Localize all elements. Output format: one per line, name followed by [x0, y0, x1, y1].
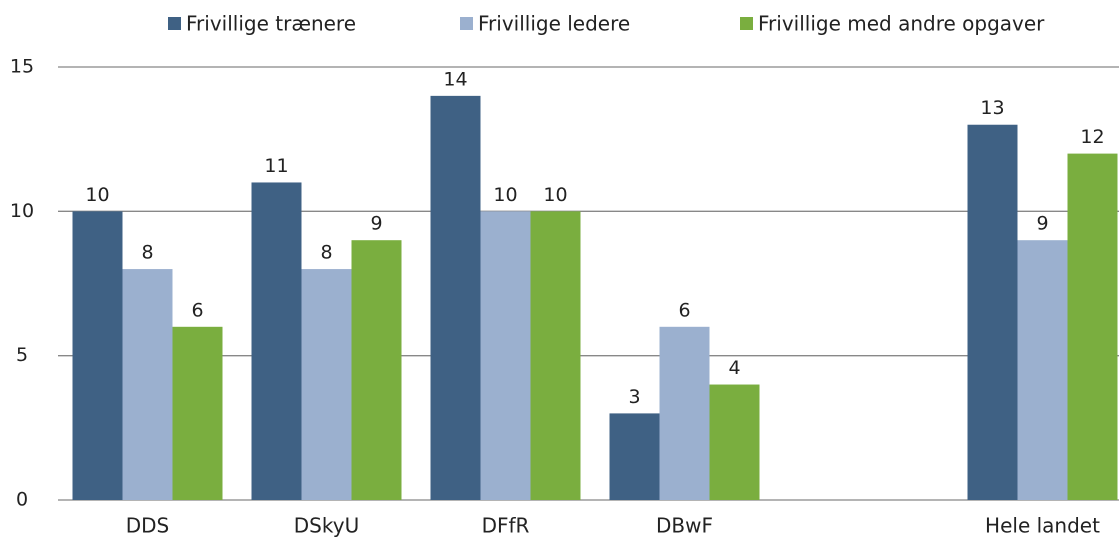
x-tick-label: DFfR: [482, 514, 530, 538]
legend-label: Frivillige trænere: [186, 12, 356, 36]
bar: [709, 384, 760, 500]
bar: [172, 326, 223, 500]
data-label: 9: [1036, 213, 1048, 235]
bar: [251, 182, 302, 500]
x-tick-label: DSkyU: [294, 514, 359, 538]
bar: [967, 124, 1018, 500]
bar: [301, 269, 352, 500]
bar: [530, 211, 581, 501]
data-label: 6: [191, 299, 203, 321]
data-label: 3: [628, 386, 640, 408]
x-tick-label: DBwF: [656, 514, 713, 538]
bar: [72, 211, 123, 501]
bar: [1067, 153, 1118, 500]
bar: [351, 240, 402, 500]
data-label: 8: [141, 242, 153, 264]
data-label: 6: [678, 299, 690, 321]
data-label: 14: [443, 68, 467, 90]
bar: [659, 326, 710, 500]
y-tick-label: 15: [10, 56, 34, 78]
bar: [480, 211, 531, 501]
legend-label: Frivillige med andre opgaver: [758, 12, 1045, 36]
bar: [122, 269, 173, 500]
data-label: 12: [1080, 126, 1104, 148]
data-label: 10: [543, 184, 567, 206]
y-tick-label: 5: [16, 344, 28, 366]
legend-swatch: [740, 17, 753, 30]
legend-label: Frivillige ledere: [478, 12, 630, 36]
y-tick-label: 10: [10, 200, 34, 222]
data-label: 4: [728, 357, 740, 379]
bar: [1017, 240, 1068, 500]
x-tick-label: Hele landet: [985, 514, 1100, 538]
data-label: 10: [493, 184, 517, 206]
data-label: 8: [320, 242, 332, 264]
bar: [609, 413, 660, 500]
bar: [430, 95, 481, 500]
legend-swatch: [168, 17, 181, 30]
x-tick-label: DDS: [126, 514, 170, 538]
data-label: 13: [980, 97, 1004, 119]
legend-swatch: [460, 17, 473, 30]
y-tick-label: 0: [16, 489, 28, 511]
data-label: 9: [370, 213, 382, 235]
data-label: 10: [85, 184, 109, 206]
data-label: 11: [264, 155, 288, 177]
